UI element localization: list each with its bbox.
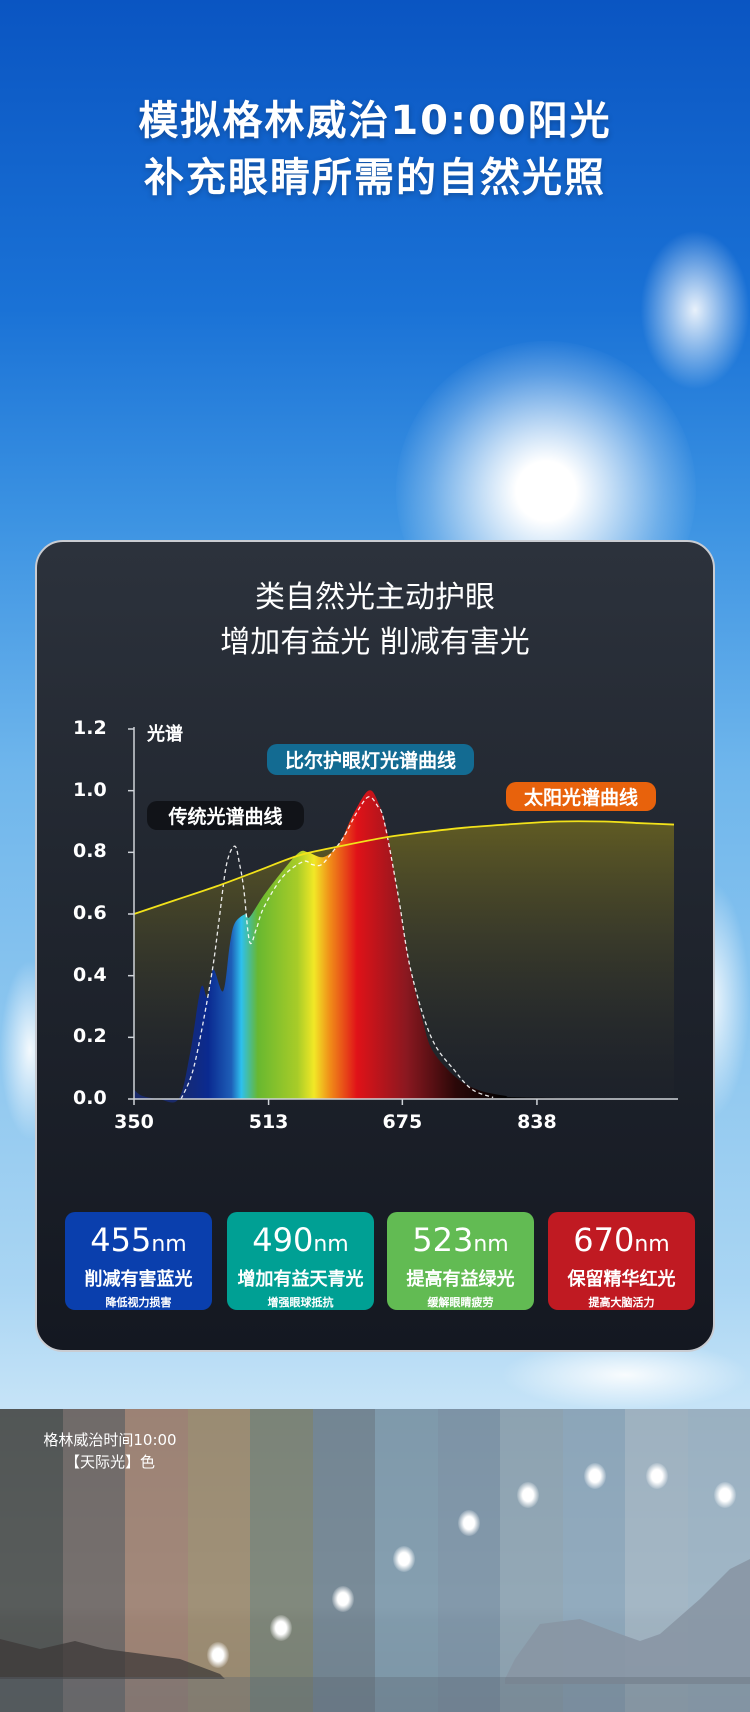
sun-position-dot: [270, 1615, 292, 1641]
badge-subtitle: 降低视力损害: [105, 1296, 172, 1309]
rocks: [505, 1559, 750, 1684]
daylight-strip: 格林威治时间10:00 【天际光】色: [0, 1409, 750, 1712]
x-tick-label: 838: [517, 1111, 557, 1133]
sun-position-dot: [517, 1482, 539, 1508]
headline-line1: 模拟格林威治10:00阳光: [138, 98, 612, 144]
sun-position-dot: [393, 1546, 415, 1572]
led-spectrum-area: [134, 790, 674, 1103]
landscape: [0, 1559, 750, 1712]
y-tick-label: 1.2: [73, 717, 107, 739]
color-strip: [312, 1409, 375, 1712]
x-tick-label: 513: [248, 1111, 289, 1133]
badge-subtitle: 缓解眼睛疲劳: [427, 1296, 494, 1309]
spectrum-card: 类自然光主动护眼 增加有益光 削减有害光 光谱 0.0 0.2 0.4 0.6 0.8 1…: [35, 540, 715, 1352]
badge-value: 670nm: [573, 1221, 670, 1259]
sun-spectrum-line: [133, 820, 675, 915]
y-tick-label: 0.4: [73, 963, 107, 986]
sun-position-dot: [584, 1463, 606, 1489]
x-tick-label: 675: [382, 1111, 423, 1133]
badge-title: 保留精华红光: [567, 1269, 676, 1290]
y-axis-label: 光谱: [147, 724, 183, 745]
badge-subtitle: 提高大脑活力: [588, 1296, 655, 1309]
cloud: [640, 230, 750, 390]
badge-value: 523nm: [412, 1221, 509, 1259]
badge-value: 490nm: [252, 1221, 349, 1259]
badge-subtitle: 增强眼球抵抗: [267, 1296, 334, 1309]
sun-position-dot: [332, 1586, 354, 1612]
sun-position-dot: [714, 1482, 736, 1508]
x-tick-label: 350: [114, 1111, 154, 1133]
headline-line2: 补充眼睛所需的自然光照: [144, 155, 606, 201]
badge-title: 增加有益天青光: [237, 1269, 364, 1290]
y-tick-label: 0.0: [73, 1087, 107, 1109]
card-heading2: 增加有益光 削减有害光: [220, 625, 530, 660]
wavelength-badge: 490nm 增加有益天青光 增强眼球抵抗: [227, 1212, 374, 1310]
bottom-caption-line1: 格林威治时间10:00: [43, 1431, 177, 1449]
y-tick-label: 0.8: [73, 840, 107, 863]
wavelength-badge: 455nm 削减有害蓝光 降低视力损害: [65, 1212, 212, 1310]
bottom-caption-line2: 【天际光】色: [64, 1453, 155, 1471]
badge-title: 提高有益绿光: [406, 1269, 515, 1290]
mountains: [0, 1639, 225, 1679]
badge-value: 455nm: [90, 1221, 187, 1259]
spectrum-chart: [128, 727, 678, 1105]
sun-position-dot: [646, 1463, 668, 1489]
sun-position-dot: [458, 1510, 480, 1536]
legend-traditional-curve: 传统光谱曲线: [147, 801, 304, 830]
wavelength-badge: 523nm 提高有益绿光 缓解眼睛疲劳: [387, 1212, 534, 1310]
y-tick-label: 1.0: [73, 778, 107, 801]
color-strip: [250, 1409, 313, 1712]
badge-title: 削减有害蓝光: [84, 1269, 193, 1290]
traditional-spectrum-line: [180, 796, 494, 1100]
legend-sun-curve: 太阳光谱曲线: [506, 782, 656, 811]
legend-led-curve: 比尔护眼灯光谱曲线: [267, 744, 474, 775]
color-strip: [437, 1409, 500, 1712]
y-tick-label: 0.6: [73, 902, 107, 924]
water: [0, 1677, 750, 1712]
sun-position-dot: [207, 1642, 229, 1668]
wavelength-badge: 670nm 保留精华红光 提高大脑活力: [548, 1212, 695, 1310]
y-tick-label: 0.2: [73, 1025, 107, 1048]
card-heading1: 类自然光主动护眼: [255, 580, 495, 615]
